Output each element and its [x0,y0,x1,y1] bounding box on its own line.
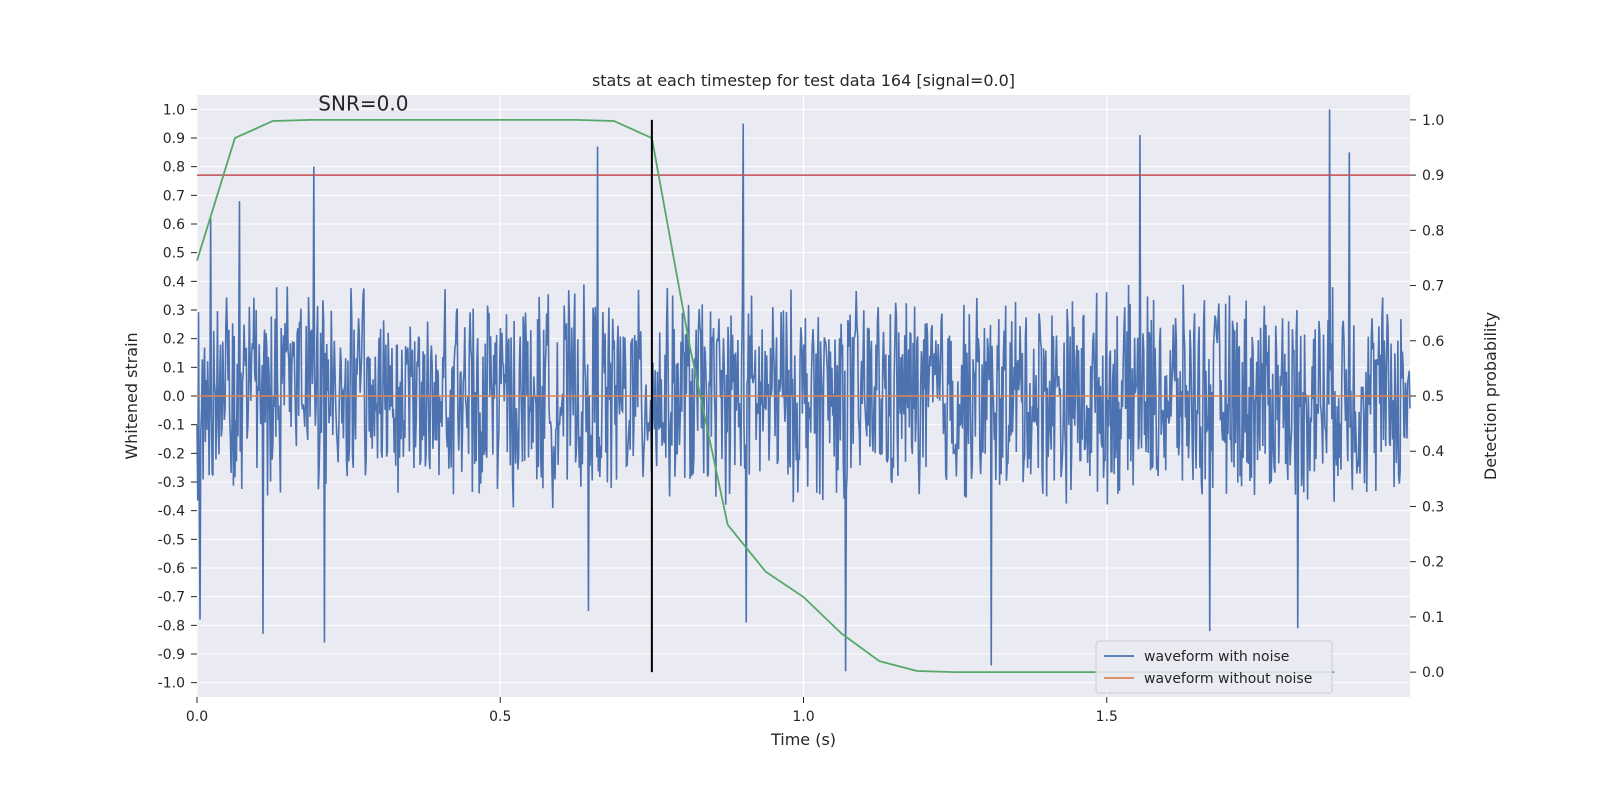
y-tick-label: -0.9 [158,647,185,663]
y2-tick-label: 0.3 [1422,499,1444,515]
y2-tick-label: 0.9 [1422,168,1444,184]
y2-tick-label: 0.2 [1422,555,1444,571]
y-tick-label: 1.0 [163,102,185,118]
waveform-with-noise-line [196,109,1411,672]
y2-tick-label: 1.0 [1422,113,1444,129]
y2-tick-label: 0.7 [1422,279,1444,295]
y-tick-label: -0.3 [158,475,185,491]
snr-annotation: SNR=0.0 [318,92,408,116]
y-tick-label: 0.2 [163,332,185,348]
x-tick-label: 1.0 [792,709,814,725]
axes: 1.0 0.9 0.8 0.7 0.6 0.5 0.4 0.3 0.2 0.1 0.0 -0.1 -0.… [158,102,1445,725]
y-tick-label: 0.1 [163,360,185,376]
y-tick-label: -0.4 [158,504,185,520]
y-tick-label: 0.5 [163,246,185,262]
x-tick-label: 0.5 [489,709,511,725]
chart-title: stats at each timestep for test data 164… [592,71,1015,90]
y-tick-label: 0.8 [163,160,185,176]
y-tick-label: 0.3 [163,303,185,319]
y-tick-label: -0.5 [158,532,185,548]
legend: waveform with noise waveform without nois… [1095,640,1333,694]
x-tick-label: 0.0 [186,709,208,725]
y2-tick-label: 0.8 [1422,223,1444,239]
y-tick-label: -0.6 [158,561,185,577]
y2-axis-label: Detection probability [1481,312,1500,480]
y2-tick-label: 0.4 [1422,444,1444,460]
y-tick-label: 0.4 [163,274,185,290]
legend-box [1095,640,1333,694]
y-tick-label: 0.7 [163,188,185,204]
y-tick-label: -0.7 [158,590,185,606]
y-tick-label: -0.8 [158,618,185,634]
y-tick-label: -1.0 [158,676,185,692]
legend-label: waveform without noise [1144,671,1312,687]
y-tick-label: 0.0 [163,389,185,405]
legend-label: waveform with noise [1144,649,1289,665]
grid [196,95,1410,697]
y2-tick-label: 0.6 [1422,334,1444,350]
x-tick-label: 1.5 [1096,709,1118,725]
y-tick-label: 0.9 [163,131,185,147]
y2-tick-label: 0.1 [1422,610,1444,626]
y-tick-label: 0.6 [163,217,185,233]
x-axis-label: Time (s) [770,730,836,749]
y-tick-label: -0.2 [158,446,185,462]
y2-tick-label: 0.0 [1422,665,1444,681]
y-axis-label: Whitened strain [122,332,141,459]
y-tick-label: -0.1 [158,418,185,434]
y2-tick-label: 0.5 [1422,389,1444,405]
